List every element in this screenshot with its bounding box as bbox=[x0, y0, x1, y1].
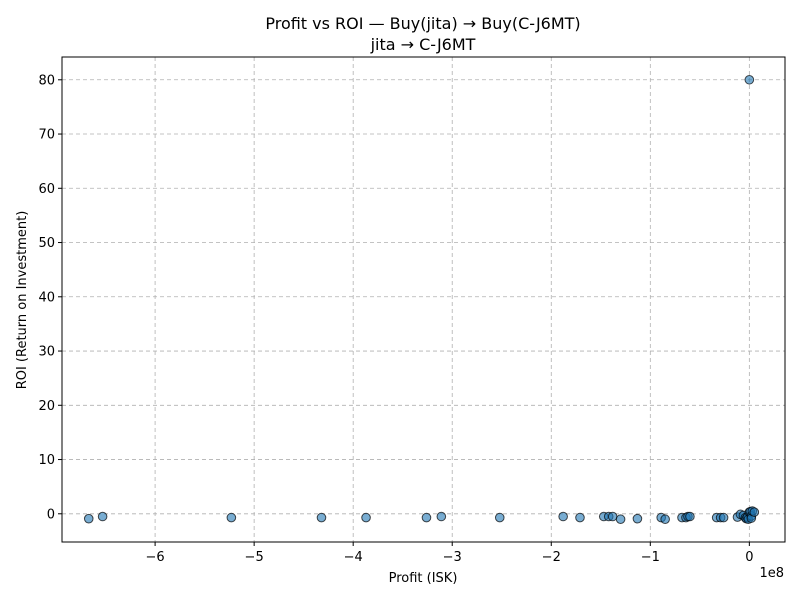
y-tick-label: 60 bbox=[38, 182, 55, 197]
data-point bbox=[436, 511, 447, 522]
data-point bbox=[685, 511, 695, 522]
x-tick-label: −6 bbox=[146, 550, 165, 565]
y-tick-label: 0 bbox=[47, 507, 55, 522]
x-axis-offset-label: 1e8 bbox=[759, 566, 784, 581]
y-axis-label: ROI (Return on Investment) bbox=[15, 211, 30, 390]
y-tick-label: 30 bbox=[38, 345, 55, 360]
data-point bbox=[558, 511, 568, 522]
y-tick-label: 80 bbox=[38, 73, 55, 88]
data-point bbox=[607, 511, 618, 522]
x-tick-label: −1 bbox=[641, 550, 660, 565]
data-point bbox=[749, 507, 760, 517]
data-point bbox=[97, 511, 108, 522]
y-axis-ticks: 0 10 20 30 40 50 60 70 80 bbox=[38, 73, 62, 522]
x-tick-label: −2 bbox=[542, 550, 561, 565]
y-tick-label: 70 bbox=[38, 128, 55, 143]
data-point bbox=[361, 512, 371, 523]
data-point bbox=[615, 514, 626, 525]
data-point bbox=[421, 512, 432, 523]
data-point bbox=[718, 512, 729, 523]
data-point bbox=[660, 514, 670, 525]
y-tick-label: 10 bbox=[38, 453, 55, 468]
x-tick-label: −5 bbox=[245, 550, 264, 565]
x-axis-ticks: −6 −5 −4 −3 −2 −1 0 bbox=[146, 542, 753, 565]
data-point bbox=[744, 74, 755, 85]
data-point bbox=[632, 513, 643, 524]
chart-title: Profit vs ROI — Buy(jita) → Buy(C-J6MT) bbox=[265, 14, 580, 33]
x-axis-label: Profit (ISK) bbox=[389, 571, 458, 586]
data-point bbox=[226, 512, 237, 523]
data-point bbox=[316, 512, 327, 523]
grid bbox=[62, 57, 785, 542]
data-point bbox=[575, 512, 585, 523]
plot-area-frame bbox=[61, 56, 786, 543]
y-tick-label: 20 bbox=[38, 399, 55, 414]
data-points bbox=[83, 74, 760, 525]
x-tick-label: 0 bbox=[745, 550, 753, 565]
y-tick-label: 40 bbox=[38, 290, 55, 305]
chart-subtitle: jita → C-J6MT bbox=[370, 35, 476, 54]
data-point bbox=[83, 513, 94, 524]
y-tick-label: 50 bbox=[38, 236, 55, 251]
x-tick-label: −4 bbox=[344, 550, 363, 565]
data-point bbox=[494, 512, 505, 523]
x-tick-label: −3 bbox=[443, 550, 462, 565]
